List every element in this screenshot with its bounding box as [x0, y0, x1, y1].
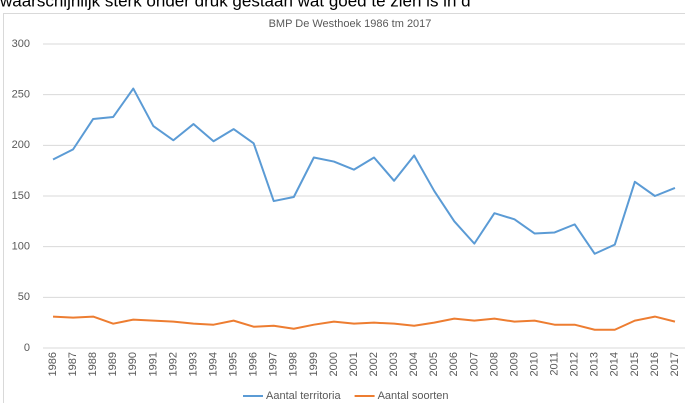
x-tick-label: 1999	[308, 352, 320, 376]
y-tick-label: 0	[24, 342, 30, 354]
x-tick-label: 1986	[47, 352, 59, 376]
legend-label: Aantal territoria	[266, 390, 341, 402]
x-tick-label: 1987	[67, 352, 79, 376]
chart-title: BMP De Westhoek 1986 tm 2017	[269, 18, 432, 30]
x-tick-label: 2007	[468, 352, 480, 376]
x-tick-label: 1989	[107, 352, 119, 376]
x-tick-label: 1990	[127, 352, 139, 376]
x-tick-label: 1991	[147, 352, 159, 376]
x-tick-label: 2012	[569, 352, 581, 376]
x-tick-label: 2002	[368, 352, 380, 376]
x-tick-label: 1988	[87, 352, 99, 376]
x-tick-label: 2017	[669, 352, 681, 376]
y-tick-label: 200	[12, 139, 30, 151]
x-tick-label: 1994	[207, 352, 219, 376]
x-tick-label: 2008	[488, 352, 500, 376]
chart-border	[3, 13, 685, 403]
x-tick-label: 2010	[528, 352, 540, 376]
x-tick-label: 2009	[508, 352, 520, 376]
x-tick-label: 2015	[629, 352, 641, 376]
x-tick-label: 1993	[187, 352, 199, 376]
x-tick-label: 1998	[288, 352, 300, 376]
x-tick-label: 2014	[609, 352, 621, 376]
x-tick-label: 2001	[348, 352, 360, 376]
x-tick-label: 2003	[388, 352, 400, 376]
x-tick-label: 2006	[448, 352, 460, 376]
x-tick-label: 2005	[428, 352, 440, 376]
x-tick-label: 2000	[328, 352, 340, 376]
x-tick-label: 2013	[589, 352, 601, 376]
y-tick-label: 100	[12, 241, 30, 253]
x-tick-label: 2016	[649, 352, 661, 376]
y-tick-label: 50	[18, 291, 30, 303]
x-tick-label: 1995	[228, 352, 240, 376]
y-tick-label: 250	[12, 89, 30, 101]
series-line	[52, 315, 676, 331]
page-text: waarschijnlijk sterk onder druk gestaan …	[0, 0, 471, 10]
series-line	[52, 87, 676, 255]
y-tick-label: 150	[12, 190, 30, 202]
x-tick-label: 1996	[248, 352, 260, 376]
x-tick-label: 2011	[549, 352, 561, 376]
y-tick-label: 300	[12, 38, 30, 50]
x-tick-label: 2004	[408, 352, 420, 376]
x-tick-label: 1997	[268, 352, 280, 376]
legend-label: Aantal soorten	[378, 390, 449, 402]
x-tick-label: 1992	[167, 352, 179, 376]
